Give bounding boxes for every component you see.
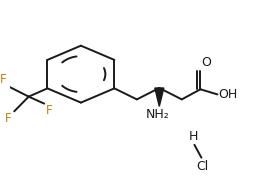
Text: O: O: [202, 56, 212, 69]
Text: NH₂: NH₂: [146, 108, 170, 121]
Text: F: F: [46, 104, 52, 117]
Text: Cl: Cl: [197, 159, 209, 173]
Text: F: F: [5, 112, 12, 125]
Text: F: F: [0, 73, 7, 86]
Text: OH: OH: [219, 88, 238, 101]
Text: H: H: [188, 130, 198, 143]
Polygon shape: [155, 88, 164, 106]
